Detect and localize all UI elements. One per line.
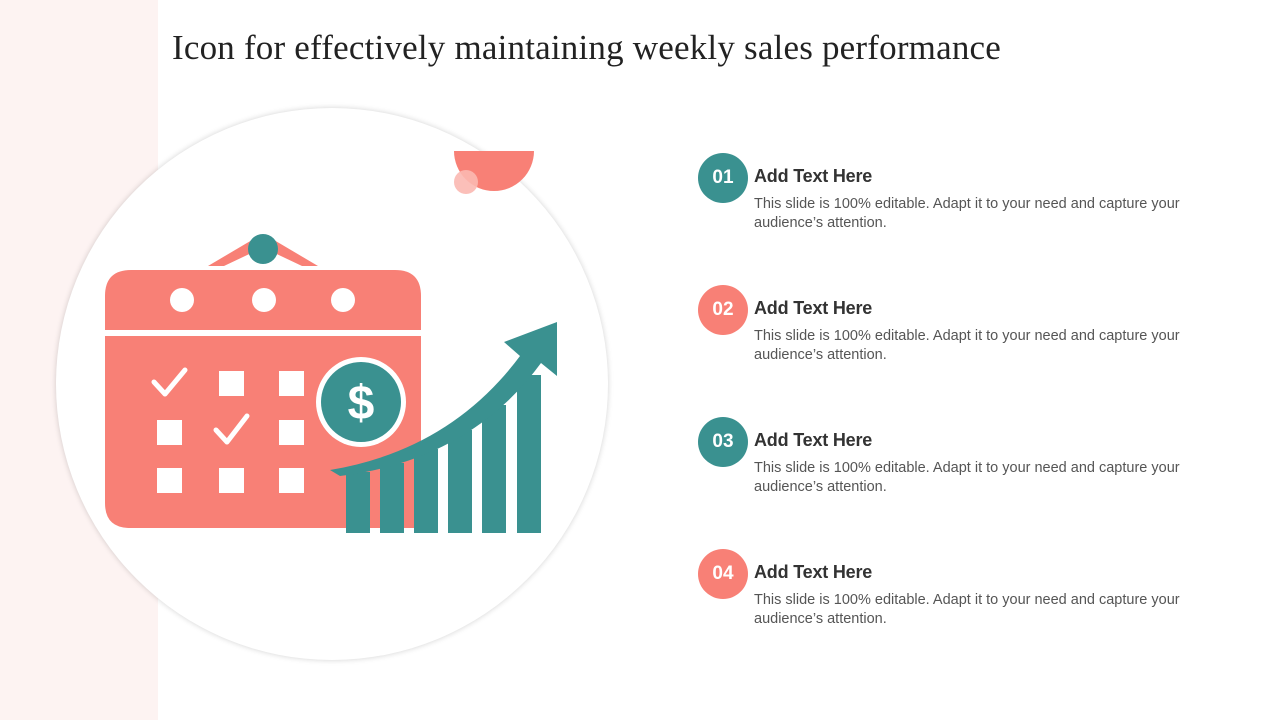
item-description: This slide is 100% editable. Adapt it to… — [754, 328, 1180, 363]
item-heading: Add Text Here — [754, 562, 873, 582]
number-badge: 04 — [698, 549, 748, 599]
list-item-4: 04 Add Text Here This slide is 100% edit… — [698, 549, 1238, 639]
number-badge: 01 — [698, 153, 748, 203]
item-description: This slide is 100% editable. Adapt it to… — [754, 460, 1180, 495]
slide-title: Icon for effectively maintaining weekly … — [172, 28, 1002, 67]
item-heading: Add Text Here — [754, 430, 873, 450]
item-description: This slide is 100% editable. Adapt it to… — [754, 196, 1180, 231]
list-item-2: 02 Add Text Here This slide is 100% edit… — [698, 285, 1238, 375]
illustration-circle — [56, 108, 608, 660]
item-heading: Add Text Here — [754, 298, 873, 318]
number-badge: 02 — [698, 285, 748, 335]
number-badge: 03 — [698, 417, 748, 467]
list-item-3: 03 Add Text Here This slide is 100% edit… — [698, 417, 1238, 507]
item-description: This slide is 100% editable. Adapt it to… — [754, 592, 1180, 627]
list-item-1: 01 Add Text Here This slide is 100% edit… — [698, 153, 1238, 243]
item-heading: Add Text Here — [754, 166, 873, 186]
